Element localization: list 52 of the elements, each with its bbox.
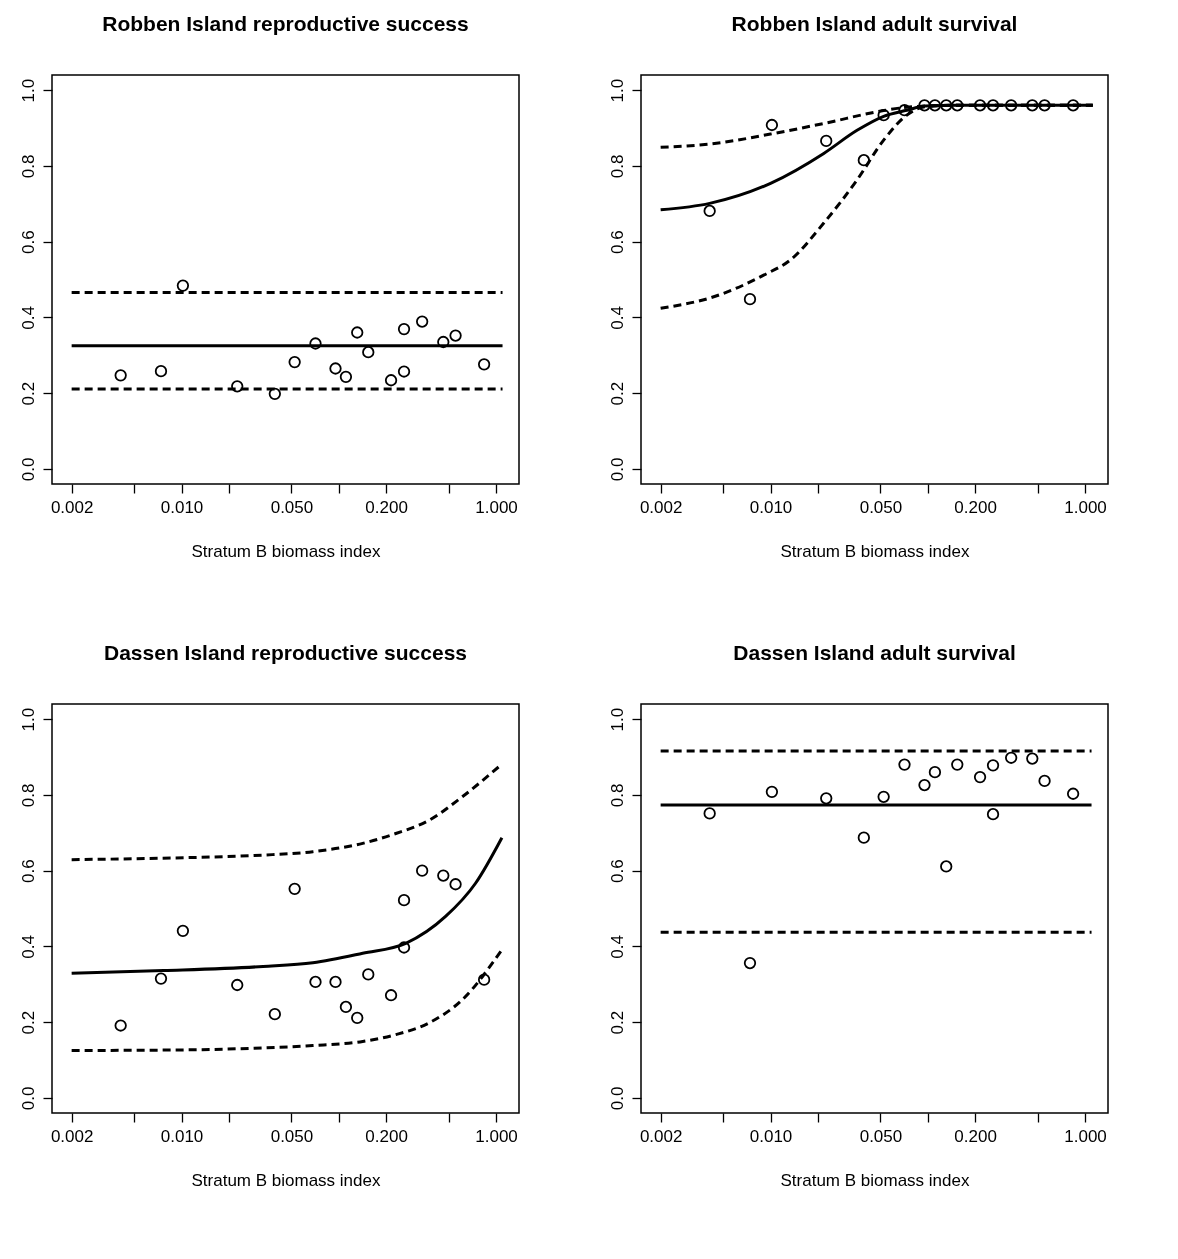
- x-tick-label: 1.000: [475, 1126, 518, 1146]
- y-tick-label: 1.0: [18, 78, 38, 103]
- x-tick-label: 0.010: [749, 497, 793, 517]
- x-tick-label: 0.200: [365, 1126, 408, 1146]
- y-tick-label: 0.2: [607, 1010, 627, 1035]
- y-tick-label: 0.8: [607, 154, 627, 179]
- x-tick-label: 0.200: [954, 1126, 997, 1146]
- x-axis-title: Stratum B biomass index: [780, 1170, 970, 1190]
- y-tick-label: 0.6: [607, 859, 627, 883]
- y-tick-label: 1.0: [607, 707, 627, 732]
- y-tick-label: 0.4: [607, 306, 627, 330]
- x-tick-label: 0.010: [160, 497, 204, 517]
- y-tick-label: 0.0: [18, 457, 38, 482]
- x-axis-title: Stratum B biomass index: [191, 1170, 381, 1190]
- x-tick-label: 1.000: [475, 497, 518, 517]
- y-tick-label: 0.6: [607, 230, 627, 254]
- x-tick-label: 0.050: [270, 1126, 314, 1146]
- y-tick-label: 1.0: [607, 78, 627, 103]
- chart-title: Dassen Island reproductive success: [104, 641, 467, 664]
- y-tick-label: 0.0: [18, 1086, 38, 1111]
- x-tick-label: 0.002: [639, 497, 683, 517]
- y-tick-label: 0.4: [18, 935, 38, 959]
- x-tick-label: 0.050: [859, 497, 903, 517]
- x-tick-label: 1.000: [1064, 1126, 1107, 1146]
- x-tick-label: 0.010: [749, 1126, 793, 1146]
- y-tick-label: 1.0: [18, 707, 38, 732]
- x-axis-title: Stratum B biomass index: [780, 541, 970, 561]
- x-tick-label: 0.002: [50, 497, 94, 517]
- x-tick-label: 0.050: [859, 1126, 903, 1146]
- chart-title: Dassen Island adult survival: [733, 641, 1016, 664]
- y-tick-label: 0.2: [18, 1010, 38, 1035]
- x-tick-label: 0.200: [365, 497, 408, 517]
- x-tick-label: 0.010: [160, 1126, 204, 1146]
- y-tick-label: 0.0: [607, 457, 627, 482]
- x-axis-title: Stratum B biomass index: [191, 541, 381, 561]
- y-tick-label: 0.8: [607, 783, 627, 808]
- x-tick-label: 1.000: [1064, 497, 1107, 517]
- x-tick-label: 0.200: [954, 497, 997, 517]
- y-tick-label: 0.6: [18, 230, 38, 254]
- x-tick-label: 0.002: [50, 1126, 94, 1146]
- y-tick-label: 0.0: [607, 1086, 627, 1111]
- y-tick-label: 0.2: [607, 381, 627, 406]
- y-tick-label: 0.6: [18, 859, 38, 883]
- y-tick-label: 0.8: [18, 154, 38, 179]
- chart-title: Robben Island adult survival: [731, 12, 1018, 35]
- y-tick-label: 0.8: [18, 783, 38, 808]
- x-tick-label: 0.002: [639, 1126, 683, 1146]
- chart-title: Robben Island reproductive success: [102, 12, 469, 35]
- y-tick-label: 0.4: [607, 935, 627, 959]
- x-tick-label: 0.050: [270, 497, 314, 517]
- y-tick-label: 0.2: [18, 381, 38, 406]
- y-tick-label: 0.4: [18, 306, 38, 330]
